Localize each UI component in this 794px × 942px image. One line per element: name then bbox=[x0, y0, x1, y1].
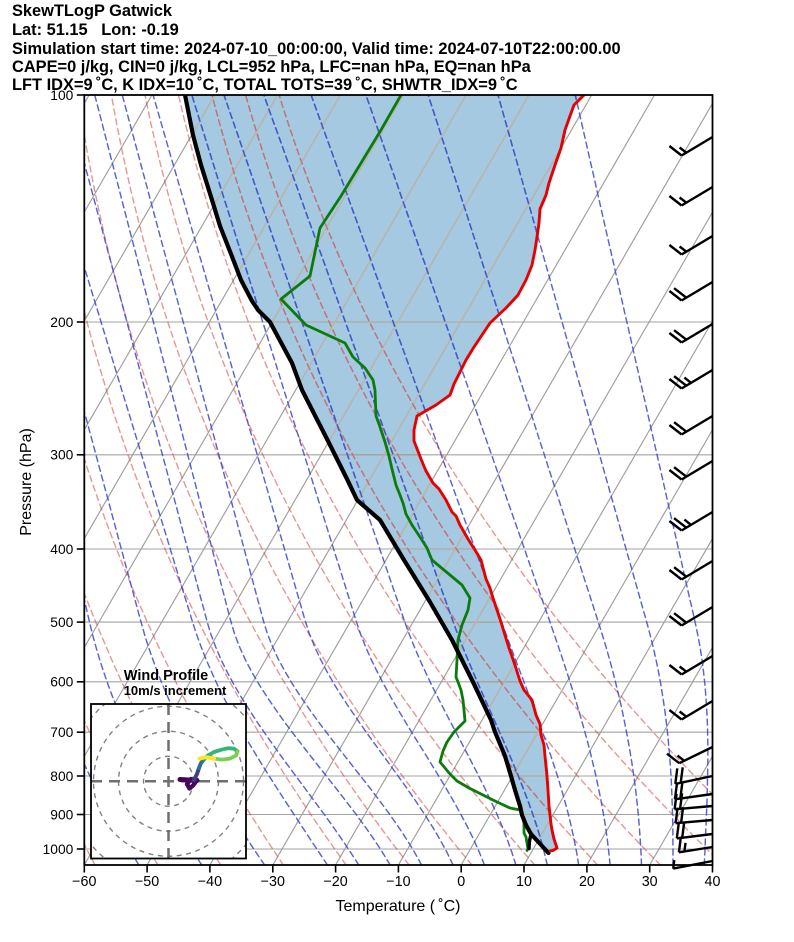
svg-text:1000: 1000 bbox=[43, 842, 74, 857]
svg-text:−20: −20 bbox=[323, 874, 347, 890]
svg-text:−10: −10 bbox=[386, 874, 410, 890]
svg-text:700: 700 bbox=[50, 725, 73, 740]
svg-text:−60: −60 bbox=[72, 874, 96, 890]
svg-text:Pressure (hPa): Pressure (hPa) bbox=[18, 428, 35, 536]
svg-text:0: 0 bbox=[457, 874, 465, 890]
svg-text:Wind Profile: Wind Profile bbox=[124, 668, 208, 684]
svg-text:20: 20 bbox=[579, 874, 595, 890]
svg-text:10m/s increment: 10m/s increment bbox=[124, 683, 227, 698]
svg-text:10: 10 bbox=[516, 874, 532, 890]
svg-text:900: 900 bbox=[50, 807, 73, 822]
svg-text:30: 30 bbox=[642, 874, 658, 890]
svg-text:Temperature ( ˚C): Temperature ( ˚C) bbox=[335, 898, 460, 915]
svg-text:−50: −50 bbox=[135, 874, 159, 890]
svg-text:800: 800 bbox=[50, 769, 73, 784]
svg-text:400: 400 bbox=[50, 542, 73, 557]
svg-text:SkewTLogP Gatwick: SkewTLogP Gatwick bbox=[12, 2, 173, 20]
svg-text:600: 600 bbox=[50, 675, 73, 690]
svg-text:LFT IDX=9 ˚C, K IDX=10 ˚C, TOT: LFT IDX=9 ˚C, K IDX=10 ˚C, TOTAL TOTS=39… bbox=[12, 76, 518, 94]
svg-text:−40: −40 bbox=[198, 874, 222, 890]
svg-text:500: 500 bbox=[50, 615, 73, 630]
svg-text:300: 300 bbox=[50, 448, 73, 463]
svg-text:Simulation start time: 2024-07: Simulation start time: 2024-07-10_00:00:… bbox=[12, 40, 621, 58]
svg-text:−30: −30 bbox=[261, 874, 285, 890]
svg-text:CAPE=0 j/kg, CIN=0 j/kg, LCL=9: CAPE=0 j/kg, CIN=0 j/kg, LCL=952 hPa, LF… bbox=[12, 58, 532, 76]
svg-text:40: 40 bbox=[705, 874, 721, 890]
svg-text:Lat: 51.15 Lon: -0.19: Lat: 51.15 Lon: -0.19 bbox=[12, 21, 179, 39]
svg-text:200: 200 bbox=[50, 315, 73, 330]
